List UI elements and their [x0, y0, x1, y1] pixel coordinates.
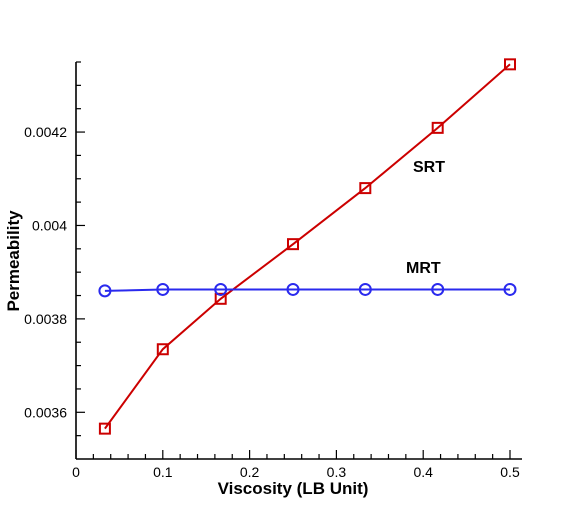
mrt-point-marker	[214, 282, 228, 296]
mrt-point-marker	[358, 282, 372, 296]
srt-point-marker	[359, 182, 372, 195]
y-tick-label: 0.0042	[24, 124, 67, 140]
srt-point-marker	[504, 58, 516, 71]
series-line-srt	[104, 63, 511, 430]
series-label-mrt: MRT	[406, 260, 441, 277]
y-tick-label: 0.004	[32, 217, 67, 233]
y-tick-label: 0.0036	[24, 404, 67, 420]
mrt-point-marker	[431, 282, 445, 296]
srt-point-marker	[287, 238, 299, 251]
mrt-point-marker	[98, 284, 112, 298]
axes: 0 0.1 0.2 0.3 0.4 0.5 0.0036 0.0038 0.004 0.0042	[24, 61, 522, 480]
x-tick-label: 0.3	[327, 464, 347, 480]
mrt-point-marker	[286, 282, 300, 296]
x-tick-label: 0	[72, 464, 80, 480]
mrt-point-marker	[503, 282, 517, 296]
x-tick-label: 0.1	[153, 464, 173, 480]
x-axis-title: Viscosity (LB Unit)	[218, 479, 369, 498]
srt-point-marker	[98, 422, 111, 435]
series-label-srt: SRT	[413, 159, 445, 176]
series-line-mrt	[104, 288, 510, 292]
srt-point-marker	[431, 121, 444, 134]
x-tick-label: 0.2	[240, 464, 260, 480]
mrt-point-marker	[156, 282, 170, 296]
srt-point-marker	[156, 343, 169, 356]
y-axis-title: Permeability	[4, 210, 23, 312]
srt-point-marker	[214, 292, 227, 305]
x-tick-label: 0.5	[500, 464, 520, 480]
x-tick-label: 0.4	[413, 464, 433, 480]
series-layer	[98, 58, 517, 435]
y-tick-label: 0.0038	[24, 311, 67, 327]
